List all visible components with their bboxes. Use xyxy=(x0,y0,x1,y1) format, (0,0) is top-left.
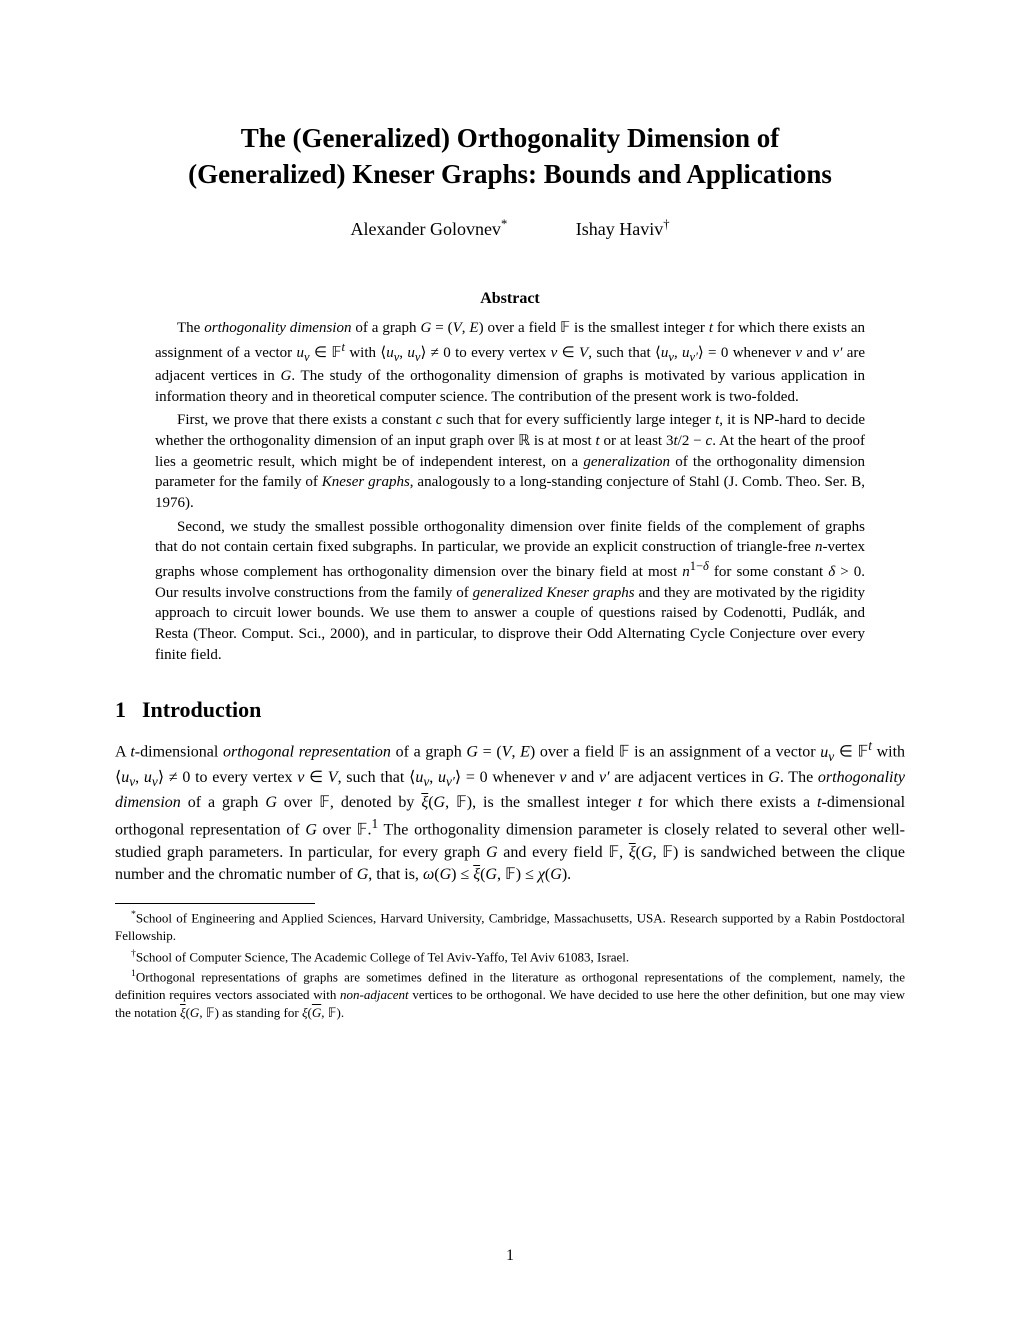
author-2-name: Ishay Haviv xyxy=(576,219,663,239)
author-1-mark: * xyxy=(501,217,507,231)
footnote-2-text: School of Computer Science, The Academic… xyxy=(136,949,629,964)
intro-body: A t-dimensional orthogonal representatio… xyxy=(115,737,905,887)
footnote-rule xyxy=(115,903,315,904)
page-container: The (Generalized) Orthogonality Dimensio… xyxy=(0,0,1020,1083)
author-1: Alexander Golovnev* xyxy=(350,217,507,240)
abstract-heading: Abstract xyxy=(115,290,905,308)
author-2-mark: † xyxy=(663,217,669,231)
title-line-2: (Generalized) Kneser Graphs: Bounds and … xyxy=(188,159,832,189)
abstract-body: The orthogonality dimension of a graph G… xyxy=(155,318,865,666)
abstract-para-3: Second, we study the smallest possible o… xyxy=(155,517,865,666)
page-number: 1 xyxy=(0,1247,1020,1265)
intro-para-1: A t-dimensional orthogonal representatio… xyxy=(115,737,905,887)
footnote-1: *School of Engineering and Applied Scien… xyxy=(115,908,905,944)
footnote-3-text: Orthogonal representations of graphs are… xyxy=(115,970,905,1020)
section-1-number: 1 xyxy=(115,697,126,723)
footnote-1-text: School of Engineering and Applied Scienc… xyxy=(115,911,905,944)
abstract-para-1: The orthogonality dimension of a graph G… xyxy=(155,318,865,407)
author-2: Ishay Haviv† xyxy=(576,217,670,240)
footnote-2: †School of Computer Science, The Academi… xyxy=(115,947,905,966)
authors-block: Alexander Golovnev* Ishay Haviv† xyxy=(115,217,905,240)
title-line-1: The (Generalized) Orthogonality Dimensio… xyxy=(241,123,779,153)
section-1-title: Introduction xyxy=(142,697,261,722)
author-1-name: Alexander Golovnev xyxy=(350,219,500,239)
footnotes-block: *School of Engineering and Applied Scien… xyxy=(115,908,905,1021)
abstract-para-2: First, we prove that there exists a cons… xyxy=(155,410,865,513)
paper-title: The (Generalized) Orthogonality Dimensio… xyxy=(115,120,905,193)
section-1-heading: 1 Introduction xyxy=(115,697,905,723)
footnote-3: 1Orthogonal representations of graphs ar… xyxy=(115,967,905,1021)
